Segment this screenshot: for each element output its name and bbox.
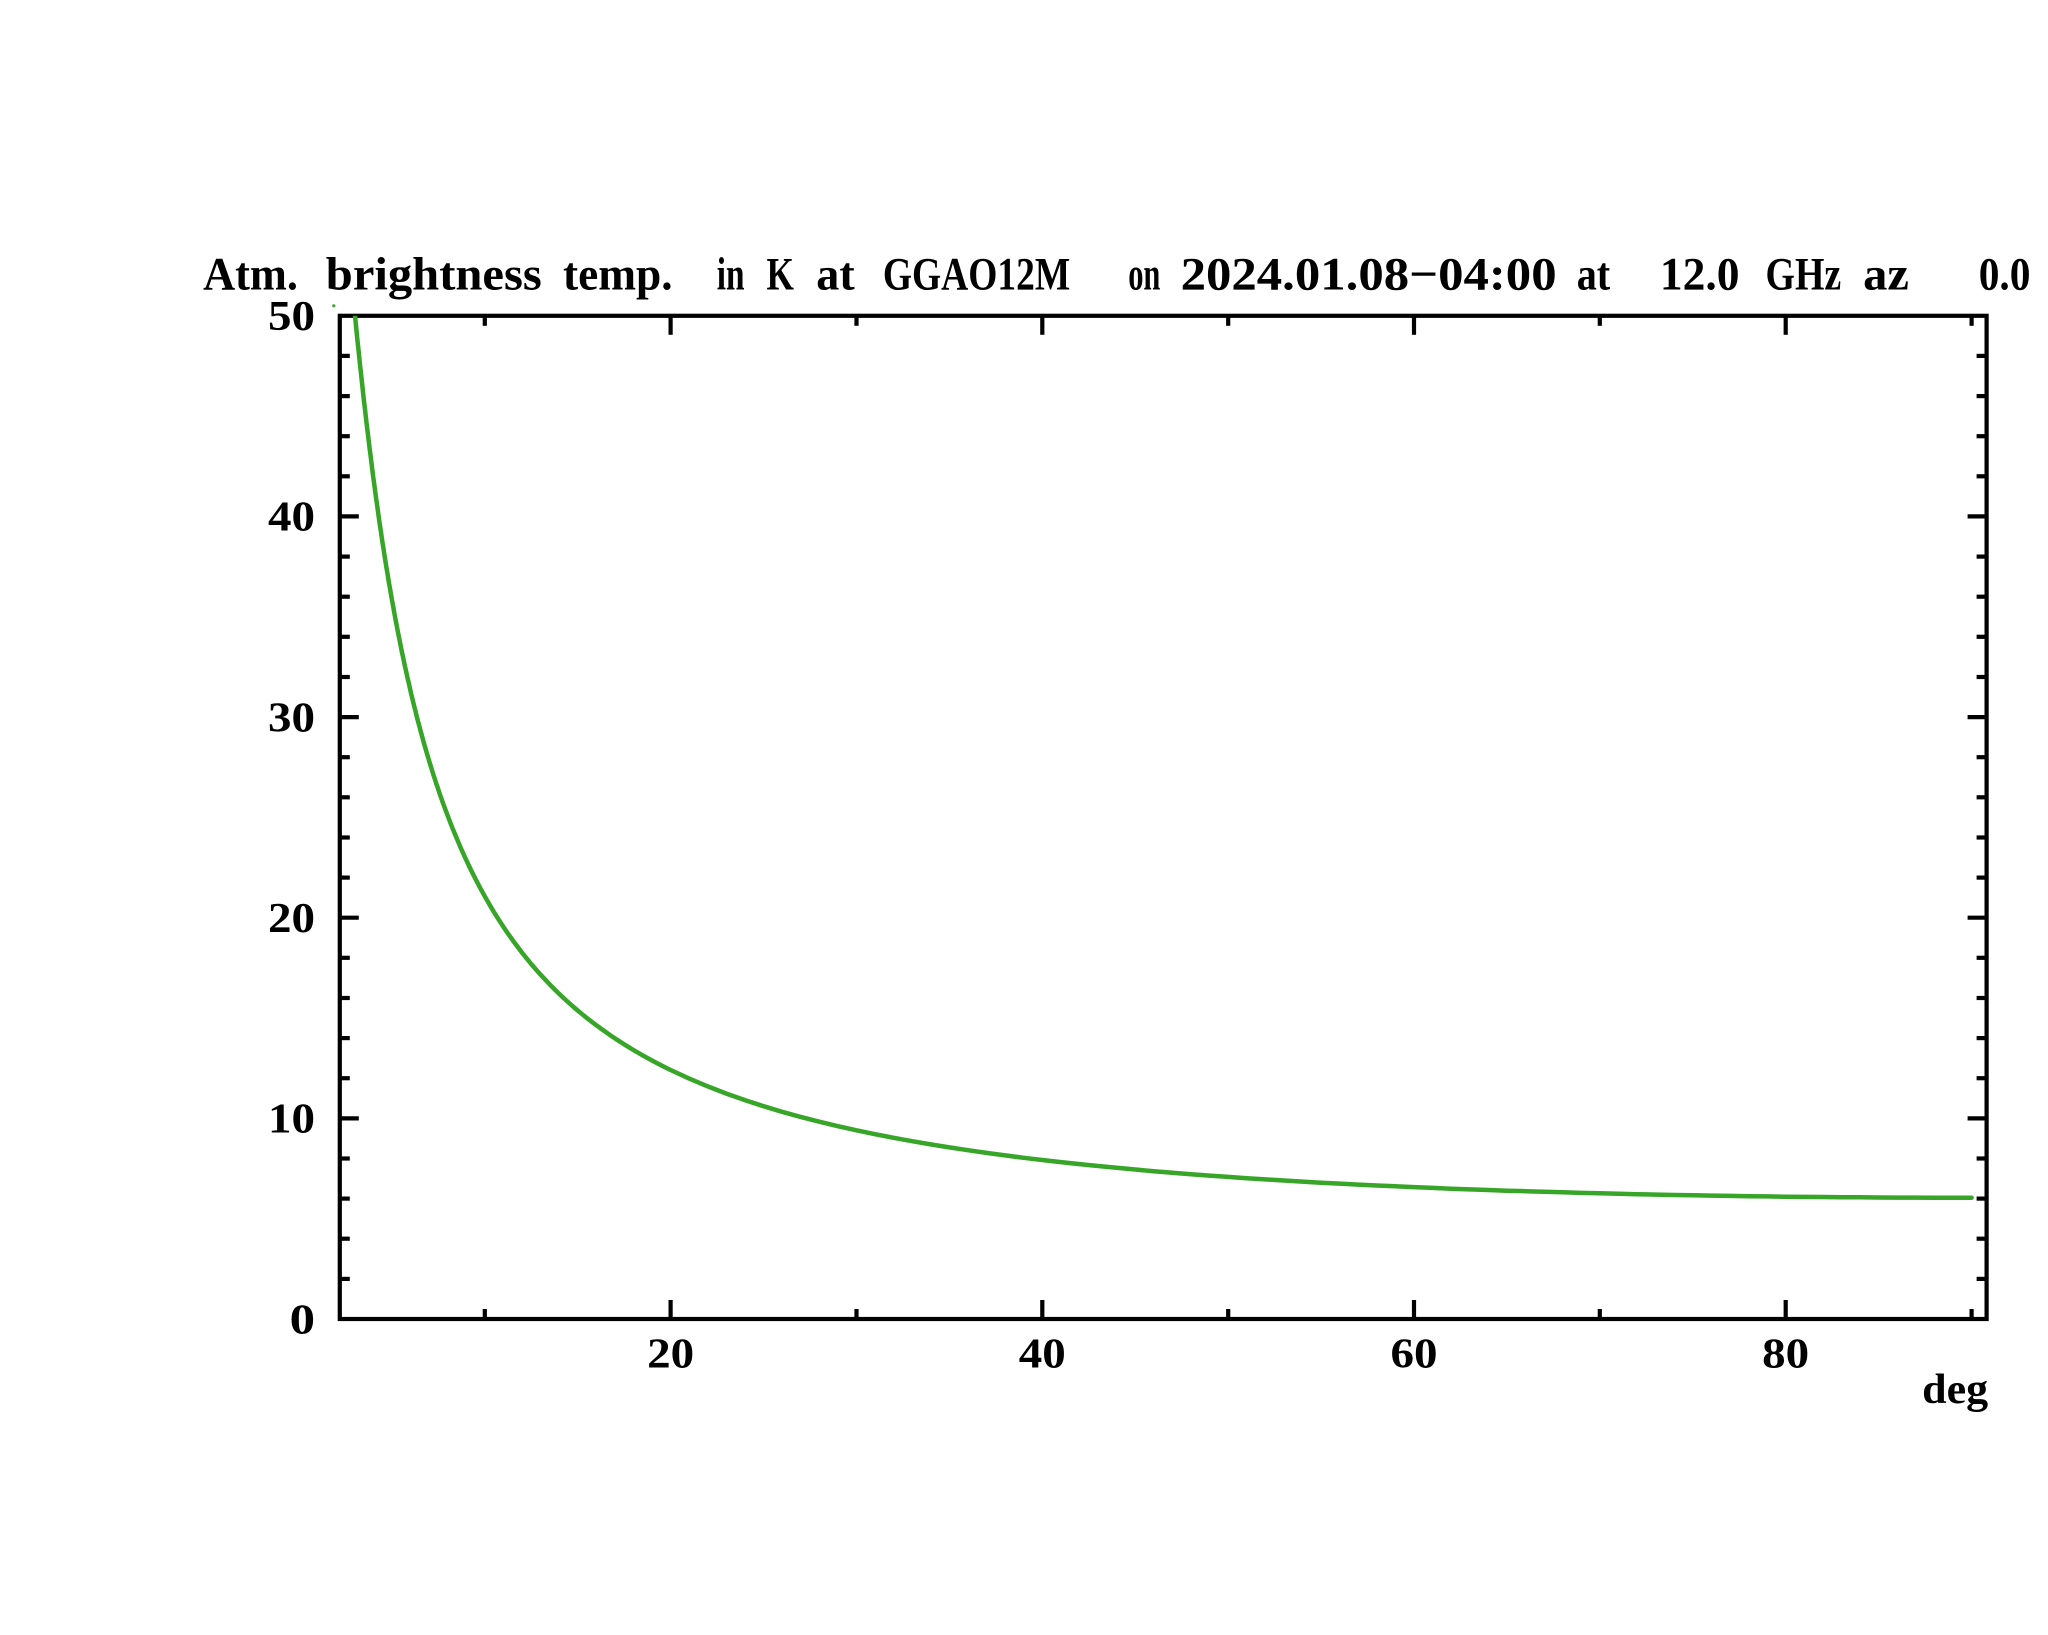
svg-text:60: 60 bbox=[1391, 1330, 1438, 1377]
svg-text:in: in bbox=[717, 250, 745, 301]
svg-text:deg: deg bbox=[1922, 1366, 1988, 1413]
svg-text:Atm.: Atm. bbox=[203, 250, 298, 301]
svg-text:K: K bbox=[767, 250, 794, 301]
svg-text:40: 40 bbox=[1019, 1330, 1066, 1377]
svg-text:20: 20 bbox=[647, 1330, 694, 1377]
svg-text:temp.: temp. bbox=[563, 250, 673, 301]
svg-text:0.0: 0.0 bbox=[1979, 250, 2031, 301]
svg-text:40: 40 bbox=[268, 494, 315, 541]
svg-text:at: at bbox=[1577, 250, 1611, 301]
svg-text:brightness: brightness bbox=[326, 250, 542, 301]
svg-text:2024.01.08−04:00: 2024.01.08−04:00 bbox=[1181, 250, 1557, 301]
svg-text:10: 10 bbox=[268, 1096, 315, 1143]
svg-text:30: 30 bbox=[268, 694, 315, 741]
svg-text:at: at bbox=[816, 250, 855, 301]
svg-text:GGAO12M: GGAO12M bbox=[883, 250, 1070, 301]
svg-text:20: 20 bbox=[268, 895, 315, 942]
svg-text:50: 50 bbox=[268, 293, 315, 340]
svg-text:on: on bbox=[1128, 250, 1160, 301]
svg-text:80: 80 bbox=[1762, 1330, 1809, 1377]
svg-text:GHz: GHz bbox=[1766, 250, 1842, 301]
svg-text:az: az bbox=[1863, 250, 1909, 301]
svg-text:12.0: 12.0 bbox=[1660, 250, 1740, 301]
svg-text:0: 0 bbox=[290, 1296, 315, 1343]
